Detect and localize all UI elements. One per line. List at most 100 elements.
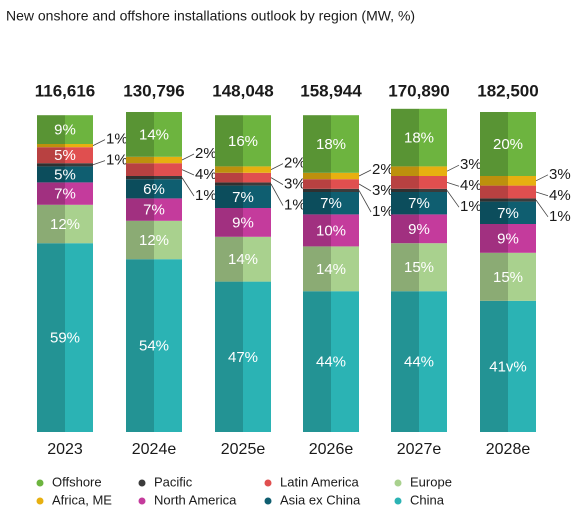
legend-label: Offshore (52, 474, 102, 489)
bar-segment (37, 182, 93, 205)
legend-marker (36, 479, 44, 487)
bar-segment (215, 115, 271, 167)
total-label: 116,616 (35, 81, 96, 100)
leader-line (270, 163, 284, 170)
total-label: 148,048 (212, 81, 273, 100)
bar-segment (303, 172, 359, 180)
x-tick-label: 2025e (221, 441, 266, 458)
segment-label: 7% (497, 205, 519, 222)
leader-line (92, 139, 106, 146)
bar-segment (126, 179, 182, 199)
segment-label: 5% (54, 166, 76, 183)
segment-label: 44% (316, 354, 346, 371)
bar-segment (126, 176, 182, 180)
segment-label: 54% (139, 338, 169, 355)
outside-label: 2% (372, 161, 394, 178)
bar-segment (391, 188, 447, 192)
outside-label: 3% (284, 176, 306, 193)
leader-line (446, 182, 460, 187)
bar-segment (215, 281, 271, 432)
leader-line (181, 169, 195, 176)
legend-item: Offshore (36, 474, 102, 489)
segment-label: 5% (54, 147, 76, 164)
bar-segment (480, 176, 536, 186)
legend-marker (138, 479, 146, 487)
outside-label: 1% (460, 198, 482, 215)
segment-label: 7% (143, 202, 165, 219)
segment-label: 7% (320, 195, 342, 212)
leader-line (270, 183, 284, 206)
bar-segment (37, 147, 93, 164)
legend-marker (394, 479, 402, 487)
bar-segment (215, 236, 271, 282)
leader-line (270, 177, 284, 185)
segment-label: 12% (139, 232, 169, 249)
outside-label: 3% (372, 182, 394, 199)
bar-segment (37, 204, 93, 244)
bar-segment (126, 156, 182, 164)
leader-line (358, 190, 372, 213)
outside-label: 3% (460, 156, 482, 173)
bar-segment (391, 166, 447, 176)
segment-label: 7% (408, 195, 430, 212)
outside-label: 1% (284, 197, 306, 214)
total-label: 170,890 (388, 81, 449, 100)
outside-label: 4% (460, 177, 482, 194)
legend-item: Latin America (264, 474, 360, 489)
segment-label: 41v% (489, 358, 527, 375)
outside-label: 1% (106, 131, 128, 148)
segment-label: 44% (404, 354, 434, 371)
legend-item: China (394, 492, 445, 507)
outside-label: 3% (549, 166, 571, 183)
leader-line (181, 153, 195, 161)
bar-segment (37, 144, 93, 148)
total-label: 158,944 (300, 81, 362, 100)
bar-segment (215, 208, 271, 237)
segment-label: 9% (408, 221, 430, 238)
bar-segment (480, 201, 536, 224)
segment-label: 16% (228, 133, 258, 150)
outside-label: 4% (195, 166, 217, 183)
legend-item: Europe (394, 474, 452, 489)
legend-label: Europe (410, 474, 452, 489)
bar-segment (126, 112, 182, 157)
segment-label: 59% (50, 330, 80, 347)
total-label: 130,796 (123, 81, 184, 100)
total-label: 182,500 (477, 81, 538, 100)
segment-label: 20% (493, 136, 523, 153)
legend-label: North America (154, 492, 237, 507)
x-tick-label: 2023 (47, 441, 83, 458)
segment-label: 9% (232, 214, 254, 231)
bar-segment (391, 291, 447, 432)
leader-line (92, 160, 106, 166)
legend-marker (394, 497, 402, 505)
legend-label: Asia ex China (280, 492, 361, 507)
legend-item: Pacific (138, 474, 193, 489)
bar-segment (480, 252, 536, 301)
bar-segment (303, 214, 359, 247)
bar-segment (480, 185, 536, 199)
outside-label: 1% (549, 208, 571, 225)
x-tick-label: 2028e (486, 441, 531, 458)
bar-segment (480, 224, 536, 253)
bar-segment (215, 185, 271, 208)
leader-line (446, 164, 460, 172)
segment-label: 9% (497, 230, 519, 247)
bar-segment (215, 182, 271, 186)
segment-label: 15% (404, 259, 434, 276)
outside-label: 1% (372, 203, 394, 220)
bar-segment (391, 243, 447, 292)
bar-segment (303, 188, 359, 192)
outside-label: 4% (549, 187, 571, 204)
bar-segment (391, 192, 447, 215)
legend-marker (138, 497, 146, 505)
legend-label: Latin America (280, 474, 360, 489)
bar-segment (303, 179, 359, 189)
segment-label: 14% (228, 251, 258, 268)
legend-item: Africa, ME (36, 492, 112, 507)
segment-label: 14% (139, 126, 169, 143)
legend-label: China (410, 492, 445, 507)
segment-label: 9% (54, 122, 76, 139)
